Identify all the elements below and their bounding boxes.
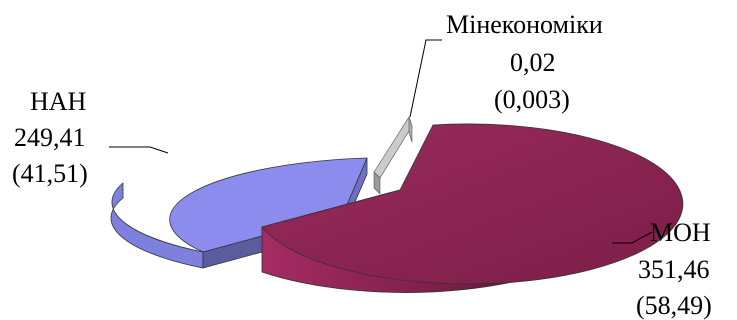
label-nan-value: 249,41	[14, 123, 86, 152]
leader-minekonomiky	[409, 39, 442, 118]
label-minekonomiky-value: 0,02	[510, 48, 556, 77]
slice-nan-top	[169, 157, 368, 253]
leader-nan	[109, 146, 169, 154]
label-nan-percent: (41,51)	[12, 159, 88, 188]
label-minekonomiky-name: Мінекономіки	[446, 10, 603, 39]
leader-mon	[612, 231, 653, 244]
label-minekonomiky-percent: (0,003)	[494, 85, 570, 114]
label-mon-value: 351,46	[638, 255, 710, 284]
slice-mon-top	[261, 123, 684, 285]
label-mon-percent: (58,49)	[636, 291, 712, 320]
slice-mon	[261, 123, 684, 293]
slice-minekonomiky-top	[373, 116, 413, 179]
slice-minekonomiky	[373, 116, 413, 195]
label-mon-name: МОН	[650, 218, 711, 247]
label-nan-name: НАН	[30, 87, 87, 116]
slice-minekonomiky-edge	[408, 116, 413, 143]
